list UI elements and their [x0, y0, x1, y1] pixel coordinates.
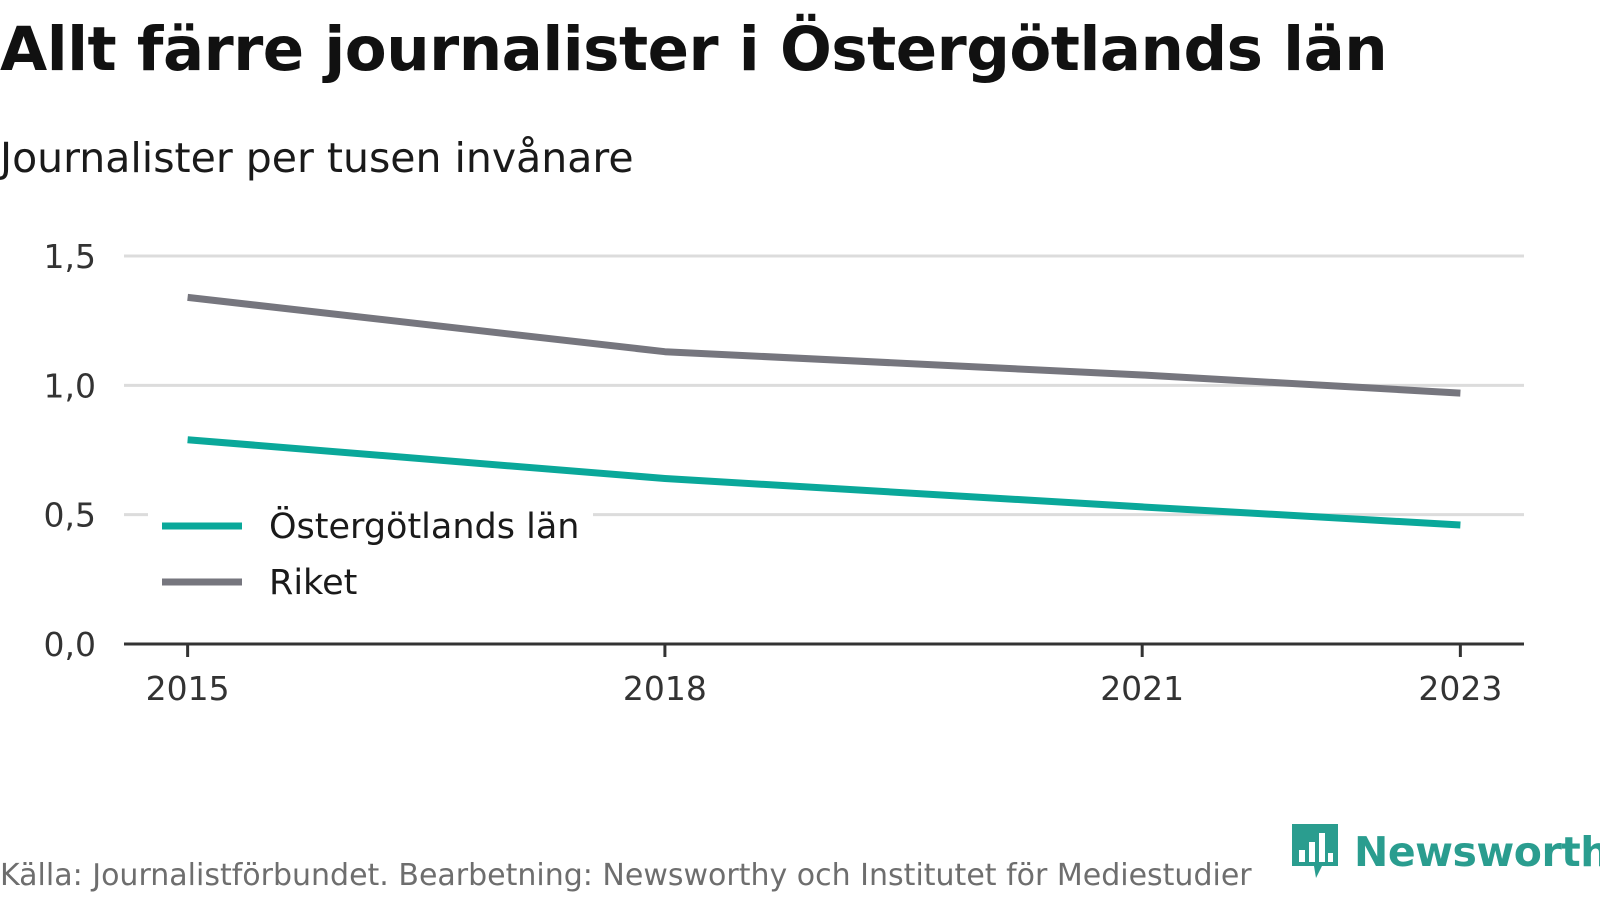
x-tick-label: 2023 [1418, 669, 1502, 708]
legend-background [148, 494, 593, 616]
axes: 0,0 0,5 1,0 1,5 2015 2018 2021 2023 [44, 237, 1524, 708]
series-line [187, 436, 1461, 529]
chart-subtitle: Journalister per tusen invånare [0, 134, 634, 182]
y-tick-label: 0,5 [44, 496, 96, 535]
legend-label: Östergötlands län [269, 505, 579, 547]
series-line [187, 293, 1461, 397]
source-note: Källa: Journalistförbundet. Bearbetning:… [0, 858, 1252, 893]
x-tick-label: 2021 [1100, 669, 1184, 708]
x-tick-label: 2018 [623, 669, 707, 708]
newsworthy-logo: Newsworthy [1290, 824, 1600, 878]
series-lines [187, 293, 1461, 529]
line-chart: 0,0 0,5 1,0 1,5 2015 2018 2021 2023 Östergötlan… [44, 237, 1524, 708]
y-tick-label: 1,0 [44, 366, 96, 405]
y-tick-label: 1,5 [44, 237, 96, 276]
chart-title: Allt färre journalister i Östergötlands … [0, 14, 1388, 85]
x-tick-label: 2015 [146, 669, 230, 708]
y-tick-label: 0,0 [44, 625, 96, 664]
brand-name: Newsworthy [1354, 828, 1600, 876]
legend: Östergötlands län Riket [148, 494, 593, 616]
legend-label: Riket [269, 563, 357, 603]
bar-chart-speech-bubble-icon [1292, 824, 1338, 878]
